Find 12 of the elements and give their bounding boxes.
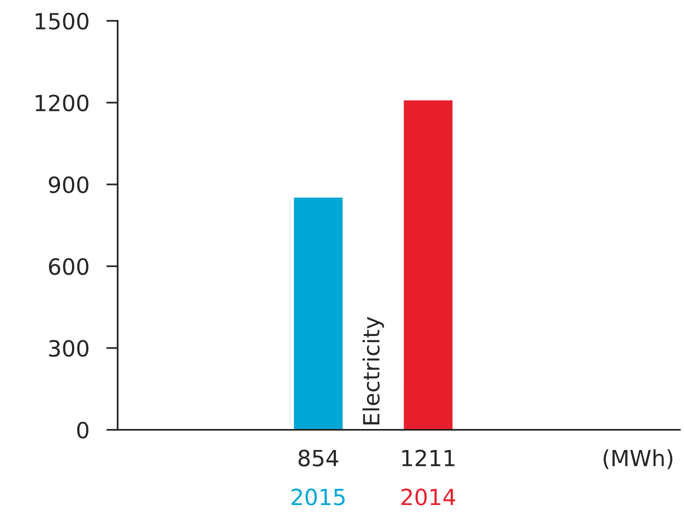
y-tick-label: 1500	[36, 12, 88, 30]
y-tick-label: 600	[49, 258, 88, 275]
text: (MWh)	[604, 449, 672, 470]
data-label: 854	[298, 450, 338, 466]
x-tick-label: Electricity	[362, 316, 384, 424]
text: 2015	[292, 488, 345, 506]
y-tick-label: 1200	[36, 94, 88, 112]
y-tick-label: 0	[77, 422, 88, 439]
data-label: 1211	[402, 450, 454, 466]
text: 2014	[402, 488, 456, 506]
y-tick-label: 900	[48, 176, 88, 194]
y-tick-label: 300	[49, 340, 88, 357]
